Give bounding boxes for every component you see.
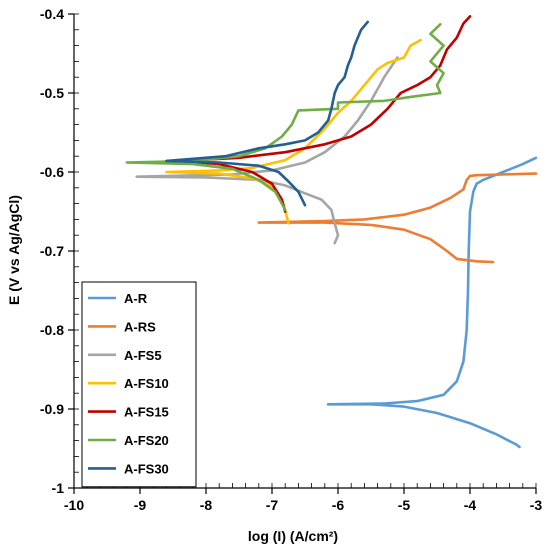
series-line-a-fs5 (135, 56, 399, 245)
series-line-a-r (326, 156, 538, 449)
x-axis-title: log (I) (A/cm²) (248, 528, 338, 544)
y-tick-label: -0.4 (40, 6, 64, 22)
y-tick-label: -0.5 (40, 85, 64, 101)
x-tick-label: -7 (266, 497, 279, 513)
y-tick-label: -0.6 (40, 164, 64, 180)
legend-label-a-r: A-R (124, 291, 148, 306)
series-layer (125, 15, 538, 449)
series-line-a-fs20 (125, 23, 445, 212)
legend-label-a-fs30: A-FS30 (124, 461, 169, 476)
series-line-a-fs30 (165, 20, 369, 207)
legend-label-a-fs20: A-FS20 (124, 433, 169, 448)
series-line-a-rs (257, 172, 538, 264)
x-tick-label: -5 (398, 497, 411, 513)
y-tick-label: -0.8 (40, 322, 64, 338)
legend: A-R A-RS A-FS5 A-FS10 A-FS15 A-FS20 A-FS30 (81, 281, 197, 488)
x-tick-label: -10 (64, 497, 84, 513)
x-tick-label: -8 (200, 497, 213, 513)
legend-label-a-fs5: A-FS5 (124, 348, 162, 363)
x-tick-label: -9 (134, 497, 147, 513)
x-tick-label: -4 (464, 497, 477, 513)
legend-label-a-fs10: A-FS10 (124, 376, 169, 391)
y-axis-title: E (V vs Ag/AgCl) (6, 195, 22, 305)
y-tick-label: -1 (52, 480, 65, 496)
y-tick-label: -0.9 (40, 401, 64, 417)
legend-label-a-fs15: A-FS15 (124, 405, 169, 420)
series-line-a-fs15 (178, 15, 472, 213)
x-tick-label: -3 (530, 497, 543, 513)
legend-label-a-rs: A-RS (124, 319, 156, 334)
y-tick-label: -0.7 (40, 243, 64, 259)
x-tick-label: -6 (332, 497, 345, 513)
axes: -1 -0.9 -0.8 -0.7 -0.6 -0.5 -0.4 -10 -9 -8 -7 -6 -5 -… (40, 6, 543, 513)
